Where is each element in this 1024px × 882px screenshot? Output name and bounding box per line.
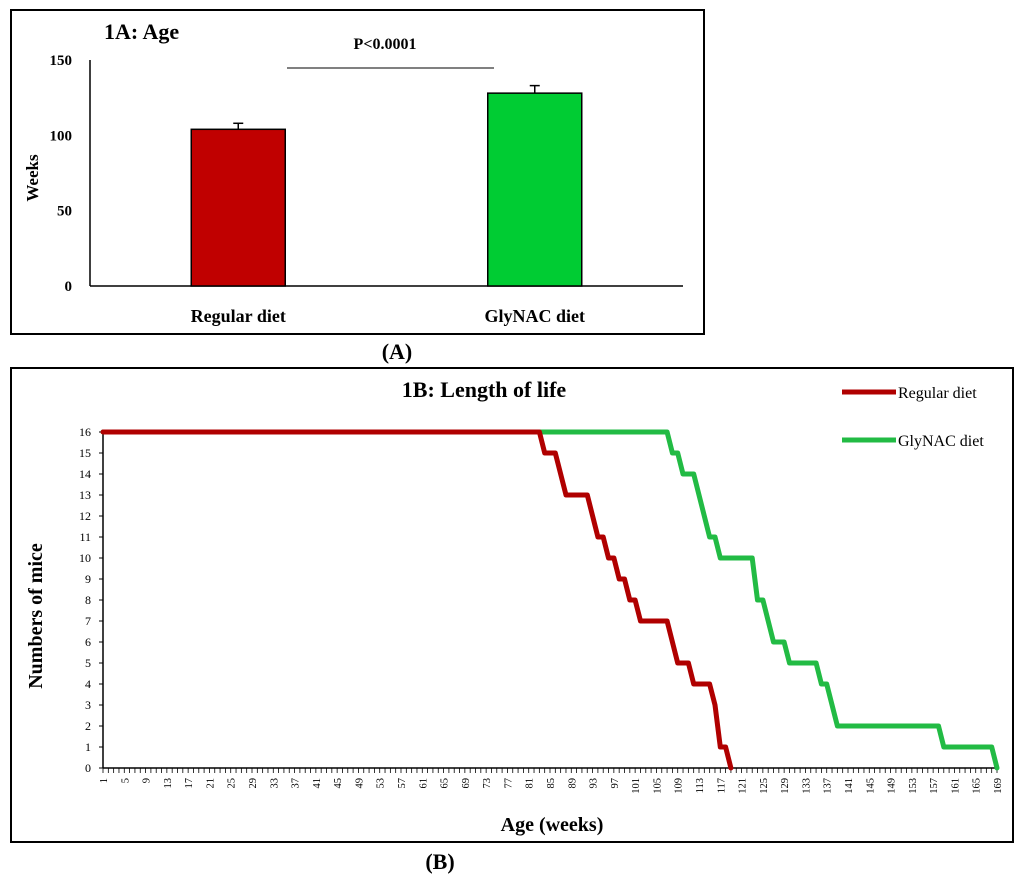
x-tick-label: 9 — [142, 778, 153, 783]
x-tick-label: 41 — [312, 778, 323, 789]
category-label: Regular diet — [191, 306, 286, 326]
x-tick-label: 81 — [525, 778, 536, 789]
y-tick-label: 150 — [50, 53, 73, 69]
x-tick-label: 141 — [844, 778, 855, 794]
x-tick-label: 89 — [567, 778, 578, 789]
x-tick-label: 169 — [993, 778, 1004, 794]
legend-label: Regular diet — [898, 385, 977, 402]
x-tick-label: 25 — [227, 778, 238, 789]
y-tick-label: 50 — [57, 204, 72, 220]
bar — [487, 92, 583, 287]
y-tick-label: 5 — [85, 656, 91, 670]
x-tick-label: 61 — [418, 778, 429, 789]
series-line — [100, 429, 734, 771]
series-line — [100, 429, 1000, 771]
x-tick-label: 13 — [163, 778, 174, 789]
y-tick-label: 3 — [85, 698, 91, 712]
x-tick-label: 33 — [269, 778, 280, 789]
y-tick-label: 6 — [85, 635, 91, 649]
x-tick-label: 125 — [759, 778, 770, 794]
y-tick-label: 2 — [85, 719, 91, 733]
y-tick-label: 1 — [85, 740, 91, 754]
chart-age: 1A: Age 0 50 100 150 Weeks Regular diet GlyNAC … — [23, 19, 683, 326]
x-axis-label: Age (weeks) — [501, 814, 604, 836]
panel-a-frame — [10, 9, 705, 335]
x-tick-label: 153 — [908, 778, 919, 794]
x-tick-label: 45 — [333, 778, 344, 789]
y-tick-label: 7 — [85, 614, 91, 628]
chart-title: 1A: Age — [104, 19, 179, 44]
x-tick-label: 93 — [589, 778, 600, 789]
y-tick-label: 11 — [79, 530, 91, 544]
p-value-label: P<0.0001 — [354, 36, 417, 53]
x-tick-label: 69 — [461, 778, 472, 789]
x-tick-label: 97 — [610, 778, 621, 789]
panel-b-frame — [10, 367, 1014, 843]
x-tick-label: 101 — [631, 778, 642, 794]
x-tick-label: 129 — [780, 778, 791, 794]
bar — [190, 128, 286, 287]
x-tick-label: 145 — [865, 778, 876, 794]
x-tick-label: 77 — [503, 778, 514, 789]
panel-a-label: (A) — [382, 339, 413, 364]
y-axis-label: Weeks — [23, 154, 42, 202]
x-tick-label: 149 — [887, 778, 898, 794]
y-tick-label: 100 — [50, 128, 73, 144]
y-tick-label: 13 — [79, 488, 91, 502]
x-tick-label: 165 — [972, 778, 983, 794]
x-tick-label: 133 — [801, 778, 812, 794]
x-tick-label: 73 — [482, 778, 493, 789]
x-tick-label: 49 — [354, 778, 365, 789]
x-tick-label: 157 — [929, 778, 940, 794]
y-tick-label: 16 — [79, 425, 91, 439]
x-tick-label: 105 — [652, 778, 663, 794]
x-tick-label: 109 — [674, 778, 685, 794]
x-tick-label: 85 — [546, 778, 557, 789]
category-label: GlyNAC diet — [485, 306, 586, 326]
x-tick-label: 137 — [823, 778, 834, 794]
x-tick-label: 57 — [397, 778, 408, 789]
y-axis-label: Numbers of mice — [25, 543, 47, 689]
x-tick-label: 37 — [291, 778, 302, 789]
x-tick-label: 29 — [248, 778, 259, 789]
x-tick-label: 5 — [120, 778, 131, 783]
y-tick-label: 0 — [85, 761, 91, 775]
x-tick-label: 1 — [99, 778, 110, 783]
x-tick-label: 161 — [950, 778, 961, 794]
y-tick-label: 15 — [79, 446, 91, 460]
y-tick-label: 8 — [85, 593, 91, 607]
x-tick-label: 113 — [695, 778, 706, 793]
y-tick-label: 4 — [85, 677, 91, 691]
x-tick-label: 117 — [716, 778, 727, 793]
y-tick-label: 9 — [85, 572, 91, 586]
y-tick-label: 12 — [79, 509, 91, 523]
x-tick-label: 17 — [184, 778, 195, 789]
chart-title: 1B: Length of life — [402, 377, 567, 402]
x-tick-label: 65 — [440, 778, 451, 789]
x-tick-label: 21 — [205, 778, 216, 789]
chart-length-of-life: 1B: Length of life0123456789101112131415… — [25, 377, 1004, 836]
panel-b-label: (B) — [425, 849, 454, 874]
y-tick-label: 14 — [79, 467, 91, 481]
y-tick-label: 0 — [65, 279, 73, 295]
x-tick-label: 53 — [376, 778, 387, 789]
x-tick-label: 121 — [738, 778, 749, 794]
y-tick-label: 10 — [79, 551, 91, 565]
legend-label: GlyNAC diet — [898, 433, 984, 450]
